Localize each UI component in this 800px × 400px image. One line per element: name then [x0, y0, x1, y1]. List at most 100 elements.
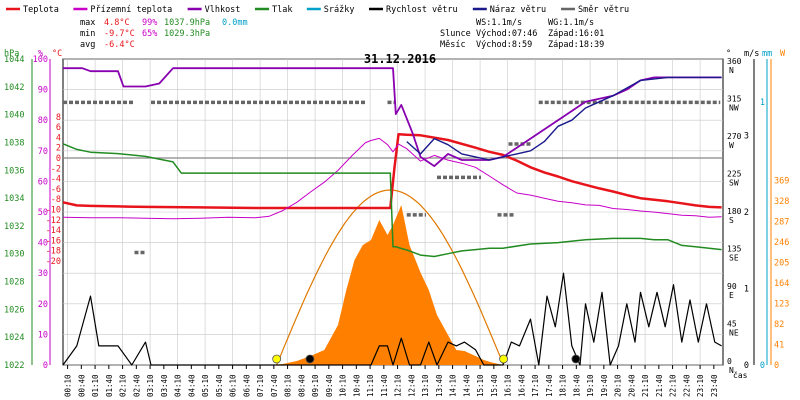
temperature-tick-label: 4: [56, 133, 61, 143]
chart-title: 31.12.2016: [364, 52, 436, 66]
x-tick-label: 13:10: [421, 374, 430, 397]
temperature-tick-label: -4: [51, 175, 61, 185]
stats-max-rain: 0.0mm: [222, 18, 248, 28]
x-tick-label: 13:40: [435, 374, 444, 397]
pressure-tick-label: 1044: [4, 55, 24, 65]
stats-max-press: 1037.9hPa: [164, 18, 210, 28]
x-tick-label: 01:10: [91, 374, 100, 397]
x-tick-label: 23:10: [696, 374, 705, 397]
x-tick-label: 15:10: [476, 374, 485, 397]
radiation-tick-label: 287: [774, 218, 789, 228]
x-tick-label: 21:40: [655, 374, 664, 397]
radiation-tick-label: 123: [774, 300, 789, 310]
direction-tick-label: 360: [727, 57, 742, 66]
pressure-unit: hPa: [4, 49, 19, 59]
rain-tick-label: 1: [760, 98, 765, 108]
rain-unit: mm: [762, 49, 772, 59]
humidity-tick-label: 40: [38, 239, 48, 249]
x-tick-label: 10:10: [339, 374, 348, 397]
temperature-tick-label: -14: [46, 226, 61, 236]
humidity-unit: %: [38, 49, 43, 59]
x-tick-label: 09:40: [325, 374, 334, 397]
pressure-tick-label: 1036: [4, 166, 24, 176]
x-tick-label: 18:40: [572, 374, 581, 397]
legend-label: Náraz větru: [490, 5, 546, 15]
stats-min-hum: 65%: [142, 29, 157, 39]
sunset-marker: [499, 354, 508, 364]
x-tick-label: 14:40: [462, 374, 471, 397]
direction-tick-label: 0: [727, 357, 732, 366]
x-tick-label: 07:10: [256, 374, 265, 397]
wind-speed-tick-label: 1: [744, 285, 749, 295]
legend-label: Vlhkost: [205, 5, 241, 15]
x-tick-label: 11:10: [366, 374, 375, 397]
x-tick-label: 08:40: [297, 374, 306, 397]
temperature-tick-label: -12: [46, 216, 61, 226]
x-tick-label: 14:10: [449, 374, 458, 397]
humidity-tick-label: 20: [38, 300, 48, 310]
x-tick-label: 19:40: [600, 374, 609, 397]
x-tick-label: 23:40: [710, 374, 719, 397]
x-tick-label: 05:10: [201, 374, 210, 397]
x-tick-label: 12:40: [407, 374, 416, 397]
x-tick-label: 07:40: [270, 374, 279, 397]
temperature-tick-label: -6: [51, 185, 61, 195]
moon-label: Měsíc: [440, 40, 466, 50]
x-tick-label: 20:10: [614, 374, 623, 397]
legend-label: Přízemní teplota: [90, 5, 172, 15]
direction-tick-cardinal: E: [729, 291, 734, 300]
humidity-tick-label: 50: [38, 208, 48, 218]
direction-tick-cardinal: SW: [729, 178, 739, 187]
temperature-tick-label: -10: [46, 206, 61, 216]
x-tick-label: 08:10: [284, 374, 293, 397]
x-tick-label: 12:10: [394, 374, 403, 397]
x-tick-label: 10:40: [352, 374, 361, 397]
x-tick-label: 00:10: [64, 374, 73, 397]
x-tick-label: 15:40: [490, 374, 499, 397]
direction-tick-cardinal: W: [729, 141, 734, 150]
legend-label: Směr větru: [578, 5, 629, 15]
x-tick-label: 02:40: [132, 374, 141, 397]
moon-set: Západ:18:39: [548, 40, 604, 50]
direction-tick-cardinal: NE: [729, 328, 739, 337]
moonrise-marker: [305, 354, 315, 364]
temperature-tick-label: -2: [51, 164, 61, 174]
x-tick-label: 21:10: [641, 374, 650, 397]
temperature-tick-label: 0: [56, 154, 61, 164]
legend-label: Srážky: [324, 5, 355, 15]
stats-avg-label: avg: [80, 40, 95, 50]
direction-tick-label: 225: [727, 169, 742, 178]
wind-speed-tick-label: 0: [744, 361, 749, 371]
x-tick-label: 04:40: [187, 374, 196, 397]
direction-tick-cardinal: S: [729, 216, 734, 225]
radiation-area: [272, 205, 503, 365]
stats-max-label: max: [80, 18, 95, 28]
pressure-tick-label: 1024: [4, 333, 24, 343]
temperature-tick-label: 8: [56, 113, 61, 123]
direction-tick-label: 45: [727, 319, 737, 328]
wind-speed-tick-label: 2: [744, 208, 749, 218]
direction-tick-label: 180: [727, 207, 742, 216]
stats-max-hum: 99%: [142, 18, 157, 28]
temperature-tick-label: 6: [56, 123, 61, 133]
x-tick-label: 17:10: [531, 374, 540, 397]
sunrise-marker: [272, 354, 282, 364]
sun-rise: Východ:07:46: [476, 29, 537, 39]
radiation-unit: W: [780, 49, 786, 59]
x-tick-label: 19:10: [586, 374, 595, 397]
x-tick-label: 22:10: [669, 374, 678, 397]
x-tick-label: 11:40: [380, 374, 389, 397]
direction-tick-cardinal: N: [729, 366, 734, 375]
temperature-tick-label: 2: [56, 144, 61, 154]
wind-gust-info: WG:1.1m/s: [548, 18, 594, 28]
direction-tick-label: 90: [727, 282, 737, 291]
rain-tick-label: 0: [760, 361, 765, 371]
x-tick-label: 18:10: [559, 374, 568, 397]
x-tick-label: 06:40: [242, 374, 251, 397]
moonset-marker: [571, 354, 581, 364]
x-tick-label: 17:40: [545, 374, 554, 397]
humidity-tick-label: 30: [38, 269, 48, 279]
x-tick-label: 16:10: [504, 374, 513, 397]
stats-min-press: 1029.3hPa: [164, 29, 210, 39]
